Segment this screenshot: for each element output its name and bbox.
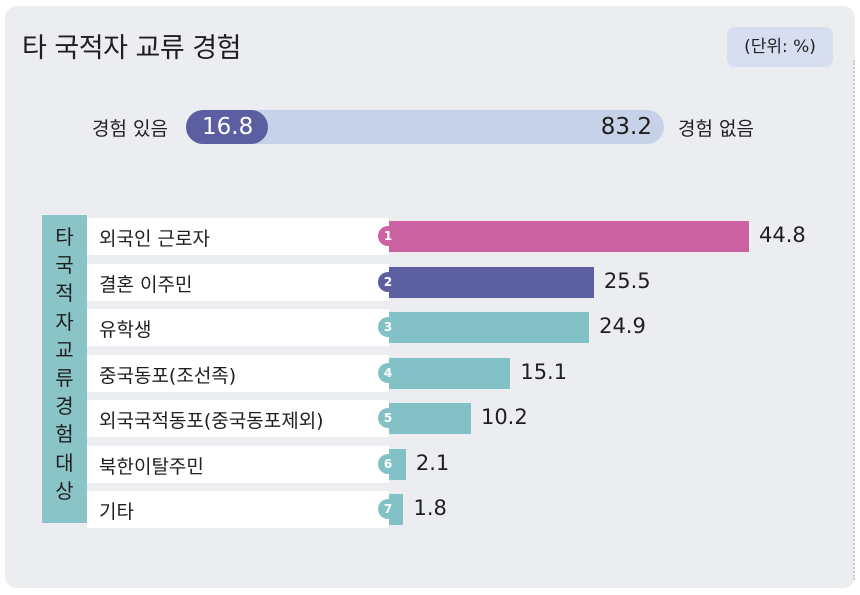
category-row: 기타 (87, 491, 389, 528)
category-label: 결혼 이주민 (99, 273, 193, 296)
chart-title: 타 국적자 교류 경험 (22, 33, 241, 64)
category-label: 기타 (99, 501, 134, 523)
experience-no-value: 83.2 (600, 114, 652, 140)
experience-yes-bar: 16.8 (186, 110, 268, 144)
bar (389, 403, 471, 434)
axis-label-char: 자 (55, 309, 74, 334)
category-row: 북한이탈주민 (87, 445, 389, 483)
category-row: 외국인 근로자 (87, 218, 389, 255)
rank-badge: 3 (378, 317, 398, 337)
axis-label-char: 타 (55, 225, 74, 249)
experience-yes-label: 경험 있음 (92, 118, 168, 140)
experience-no-label: 경험 없음 (678, 118, 754, 140)
axis-label-char: 교 (55, 337, 74, 362)
axis-label-char: 험 (55, 422, 74, 447)
axis-label-char: 경 (55, 394, 74, 419)
category-row: 중국동포(조선족) (87, 354, 389, 392)
data-label: 15.1 (520, 359, 568, 384)
data-label: 1.8 (413, 496, 447, 520)
axis-label-char: 적 (55, 281, 74, 306)
unit-badge: (단위: %) (727, 27, 833, 67)
axis-label-char: 국 (55, 253, 74, 278)
data-label: 2.1 (415, 450, 450, 475)
axis-label-char: 대 (55, 450, 74, 475)
experience-bar-track: 16.8 83.2 (186, 110, 664, 144)
data-label: 44.8 (759, 223, 806, 247)
axis-label-char: 류 (55, 366, 74, 390)
rank-badge: 6 (378, 453, 398, 474)
axis-label-char: 상 (55, 478, 74, 503)
rank-badge: 4 (378, 362, 398, 383)
category-label: 유학생 (99, 319, 152, 341)
rank-badge: 1 (378, 226, 398, 246)
rank-badge: 7 (378, 499, 398, 519)
rank-badge: 2 (378, 271, 398, 292)
bar (389, 266, 594, 298)
category-label: 외국인 근로자 (99, 228, 210, 250)
data-label: 25.5 (603, 268, 651, 293)
dotted-divider (853, 60, 855, 580)
bar (389, 221, 749, 252)
category-row: 외국국적동포(중국동포제외) (87, 400, 389, 437)
rank-badge: 5 (378, 408, 398, 428)
category-label: 외국국적동포(중국동포제외) (99, 410, 324, 432)
data-label: 10.2 (480, 405, 528, 429)
category-label: 중국동포(조선족) (99, 364, 237, 387)
category-row: 유학생 (87, 309, 389, 346)
category-row: 결혼 이주민 (87, 263, 389, 301)
bar (389, 357, 511, 389)
bar (389, 312, 590, 343)
category-label: 북한이탈주민 (99, 455, 204, 478)
data-label: 24.9 (599, 314, 646, 338)
